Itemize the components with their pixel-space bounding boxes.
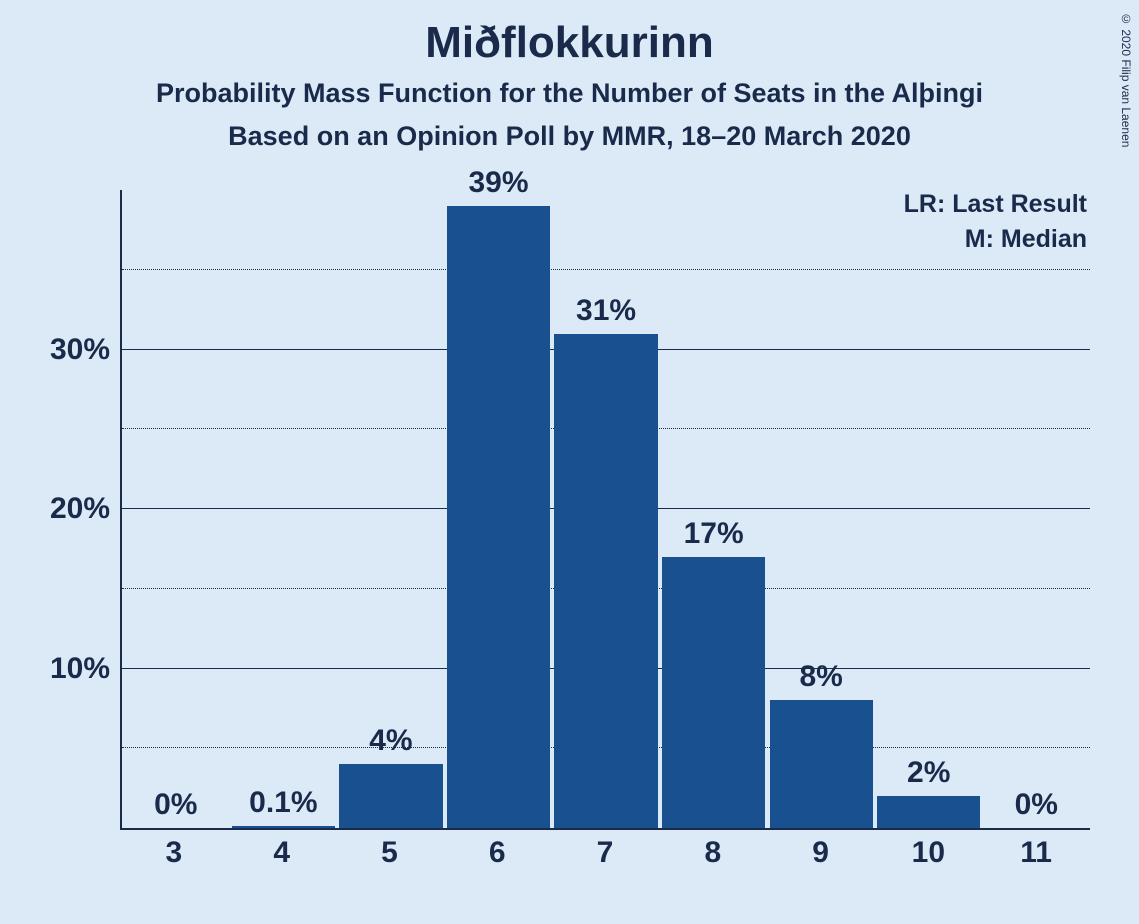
bar: 17% bbox=[662, 557, 765, 828]
bar-slot: 39% bbox=[445, 190, 553, 828]
y-axis-label: 30% bbox=[50, 333, 110, 367]
chart-subtitle-1: Probability Mass Function for the Number… bbox=[0, 78, 1139, 109]
bar: 4% bbox=[339, 764, 442, 828]
bar-value-label: 0.1% bbox=[249, 786, 317, 820]
bar-slot: 0% bbox=[122, 190, 230, 828]
x-axis-label: 5 bbox=[336, 836, 444, 870]
chart: 10%20%30% 0%0.1%4%39%MLR31%17%8%2%0% 345… bbox=[40, 190, 1100, 890]
bar-slot: 17% bbox=[660, 190, 768, 828]
bar-slot: MLR31% bbox=[552, 190, 660, 828]
bar-value-label: 0% bbox=[1015, 788, 1058, 822]
bar-value-label: 17% bbox=[684, 517, 744, 551]
bar-slot: 4% bbox=[337, 190, 445, 828]
bar-slot: 0.1% bbox=[230, 190, 338, 828]
bar-slot: 2% bbox=[875, 190, 983, 828]
bar-value-label: 2% bbox=[907, 756, 950, 790]
plot-area: 10%20%30% 0%0.1%4%39%MLR31%17%8%2%0% bbox=[120, 190, 1090, 830]
x-axis-label: 11 bbox=[982, 836, 1090, 870]
bar-slot: 8% bbox=[767, 190, 875, 828]
x-axis-label: 6 bbox=[443, 836, 551, 870]
bar-value-label: 0% bbox=[154, 788, 197, 822]
bar-value-label: 4% bbox=[369, 724, 412, 758]
x-axis-label: 9 bbox=[767, 836, 875, 870]
bar-value-label: 8% bbox=[799, 660, 842, 694]
chart-subtitle-2: Based on an Opinion Poll by MMR, 18–20 M… bbox=[0, 121, 1139, 152]
title-block: Miðflokkurinn Probability Mass Function … bbox=[0, 0, 1139, 152]
x-axis-label: 7 bbox=[551, 836, 659, 870]
x-axis-label: 8 bbox=[659, 836, 767, 870]
chart-title: Miðflokkurinn bbox=[0, 18, 1139, 68]
bar-value-label: 39% bbox=[468, 166, 528, 200]
x-axis-labels: 34567891011 bbox=[120, 836, 1090, 870]
bar: 31% bbox=[554, 334, 657, 828]
bar-value-label: 31% bbox=[576, 294, 636, 328]
bar: 39% bbox=[447, 206, 550, 828]
y-axis-label: 20% bbox=[50, 492, 110, 526]
x-axis-label: 3 bbox=[120, 836, 228, 870]
copyright-text: © 2020 Filip van Laenen bbox=[1119, 12, 1133, 147]
bar: 0.1% bbox=[232, 826, 335, 828]
y-axis-label: 10% bbox=[50, 652, 110, 686]
bar: 8% bbox=[770, 700, 873, 828]
x-axis-label: 10 bbox=[874, 836, 982, 870]
x-axis-label: 4 bbox=[228, 836, 336, 870]
bar: 2% bbox=[877, 796, 980, 828]
bar-slot: 0% bbox=[983, 190, 1091, 828]
bars-container: 0%0.1%4%39%MLR31%17%8%2%0% bbox=[122, 190, 1090, 828]
